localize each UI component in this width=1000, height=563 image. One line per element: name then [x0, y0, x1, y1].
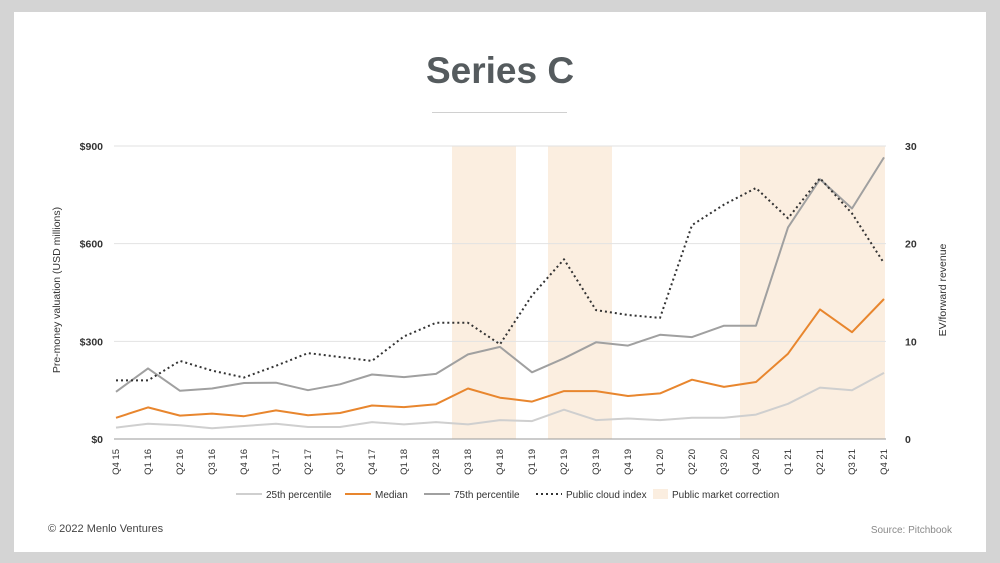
- series-line-75th-percentile: [115, 156, 885, 393]
- y2-tick-label: 20: [905, 239, 917, 251]
- x-tick-label: Q3 16: [207, 449, 218, 475]
- x-tick-label: Q1 16: [143, 449, 154, 475]
- x-tick-label: Q2 18: [431, 449, 442, 475]
- series-line-median: [115, 298, 885, 419]
- x-tick-label: Q1 17: [271, 449, 282, 475]
- legend-label-public-market-correction: Public market correction: [672, 490, 779, 501]
- series-line-25th-percentile: [115, 372, 885, 430]
- y-tick-label: $300: [80, 336, 104, 348]
- x-tick-label: Q1 20: [655, 449, 666, 475]
- x-tick-label: Q1 19: [527, 449, 538, 475]
- legend-label-median: Median: [375, 490, 408, 501]
- x-tick-label: Q2 19: [559, 449, 570, 475]
- x-tick-label: Q1 21: [783, 449, 794, 475]
- legend-label-public-cloud-index: Public cloud index: [566, 490, 647, 501]
- correction-band-1: [548, 146, 612, 439]
- copyright: © 2022 Menlo Ventures: [48, 523, 164, 535]
- x-tick-label: Q4 18: [495, 449, 506, 475]
- x-tick-label: Q4 21: [879, 449, 890, 475]
- correction-bands: [452, 146, 885, 439]
- title-divider: [432, 112, 567, 113]
- chart-title: Series C: [425, 50, 575, 91]
- legend-label-25th-percentile: 25th percentile: [266, 490, 332, 501]
- series-lines: [115, 156, 885, 430]
- y-axis-title: Pre-money valuation (USD millions): [51, 207, 63, 373]
- series-line-public-cloud-index: [116, 177, 885, 382]
- y-axis-ticks: $0 $300 $600 $900: [80, 141, 104, 446]
- x-tick-label: Q1 18: [399, 449, 410, 475]
- y2-axis-title: EV/forward revenue: [937, 243, 949, 336]
- x-tick-label: Q4 20: [751, 449, 762, 475]
- x-tick-label: Q4 19: [623, 449, 634, 475]
- y-tick-label: $0: [91, 434, 103, 446]
- x-tick-label: Q2 16: [175, 449, 186, 475]
- legend-swatch-public-market-correction: [653, 489, 668, 499]
- y2-tick-label: 10: [905, 336, 917, 348]
- x-axis-ticks: Q4 15 Q1 16 Q2 16 Q3 16 Q4 16 Q1 17 Q2 17 Q3 17…: [111, 449, 890, 475]
- x-tick-label: Q4 16: [239, 449, 250, 475]
- legend-label-75th-percentile: 75th percentile: [454, 490, 520, 501]
- x-tick-label: Q2 21: [815, 449, 826, 475]
- x-tick-label: Q3 21: [847, 449, 858, 475]
- y-tick-label: $900: [80, 141, 104, 153]
- gridlines: [114, 145, 886, 440]
- y2-axis-ticks: 0 10 20 30: [905, 141, 917, 446]
- legend: 25th percentile Median 75th percentile Publ…: [236, 489, 779, 501]
- x-tick-label: Q4 17: [367, 449, 378, 475]
- x-tick-label: Q2 20: [687, 449, 698, 475]
- x-tick-label: Q2 17: [303, 449, 314, 475]
- x-tick-label: Q3 18: [463, 449, 474, 475]
- x-tick-label: Q4 15: [111, 449, 122, 475]
- source-note: Source: Pitchbook: [870, 525, 952, 536]
- correction-band-3: [804, 146, 885, 439]
- y2-tick-label: 30: [905, 141, 917, 153]
- x-tick-label: Q3 17: [335, 449, 346, 475]
- x-tick-label: Q3 20: [719, 449, 730, 475]
- correction-band-2: [740, 146, 804, 439]
- y-tick-label: $600: [80, 239, 104, 251]
- y2-tick-label: 0: [905, 434, 911, 446]
- correction-band-0: [452, 146, 516, 439]
- x-tick-label: Q3 19: [591, 449, 602, 475]
